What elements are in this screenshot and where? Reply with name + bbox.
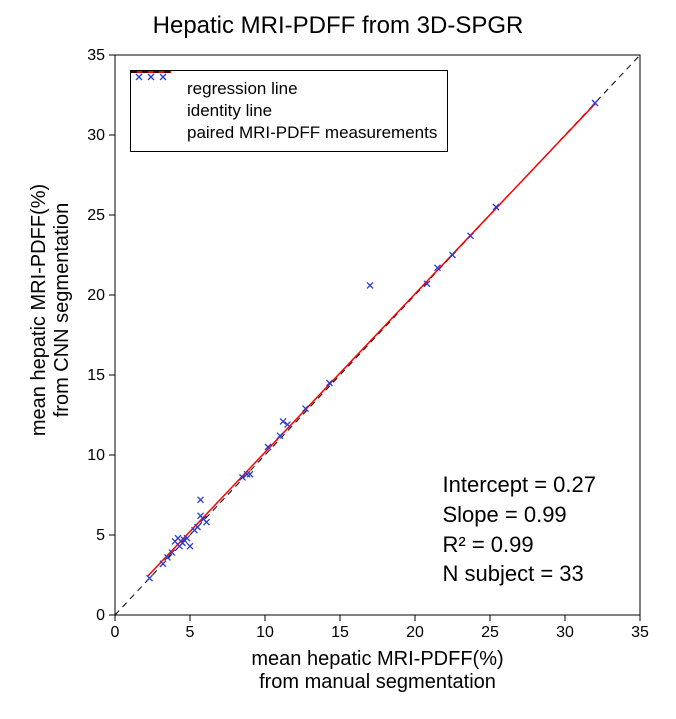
x-axis-label-line1: mean hepatic MRI-PDFF(%) — [115, 648, 640, 671]
chart-root: Hepatic MRI-PDFF from 3D-SPGR 0510152025… — [0, 0, 676, 719]
svg-text:0: 0 — [96, 607, 105, 624]
annot-n: N subject = 33 — [443, 559, 597, 589]
annot-intercept: Intercept = 0.27 — [443, 470, 597, 500]
legend-item-regression: regression line — [141, 79, 437, 99]
x-axis-label: mean hepatic MRI-PDFF(%) from manual seg… — [115, 648, 640, 694]
svg-text:30: 30 — [87, 127, 105, 144]
legend-label: identity line — [187, 101, 272, 121]
svg-text:35: 35 — [631, 624, 649, 641]
y-axis-label: mean hepatic MRI-PDFF(%) from CNN segmen… — [28, 80, 74, 540]
svg-text:25: 25 — [481, 624, 499, 641]
svg-text:20: 20 — [406, 624, 424, 641]
legend-item-identity: identity line — [141, 101, 437, 121]
svg-text:5: 5 — [186, 624, 195, 641]
stats-annotation: Intercept = 0.27 Slope = 0.99 R² = 0.99 … — [443, 470, 597, 589]
svg-text:20: 20 — [87, 287, 105, 304]
svg-text:0: 0 — [111, 624, 120, 641]
svg-text:30: 30 — [556, 624, 574, 641]
legend-label: paired MRI-PDFF measurements — [187, 123, 437, 143]
svg-text:35: 35 — [87, 47, 105, 64]
svg-text:25: 25 — [87, 207, 105, 224]
legend: regression line identity line paired MRI… — [130, 70, 448, 152]
annot-slope: Slope = 0.99 — [443, 500, 597, 530]
legend-item-points: paired MRI-PDFF measurements — [141, 123, 437, 143]
x-axis-label-line2: from manual segmentation — [115, 671, 640, 694]
svg-text:15: 15 — [87, 367, 105, 384]
svg-text:5: 5 — [96, 527, 105, 544]
legend-swatch-dash-icon — [141, 104, 181, 118]
y-axis-label-line2: from CNN segmentation — [51, 80, 74, 540]
legend-swatch-marker-icon — [141, 126, 181, 140]
legend-label: regression line — [187, 79, 298, 99]
svg-text:10: 10 — [256, 624, 274, 641]
annot-r2: R² = 0.99 — [443, 530, 597, 560]
y-axis-label-line1: mean hepatic MRI-PDFF(%) — [28, 80, 51, 540]
svg-text:15: 15 — [331, 624, 349, 641]
svg-text:10: 10 — [87, 447, 105, 464]
